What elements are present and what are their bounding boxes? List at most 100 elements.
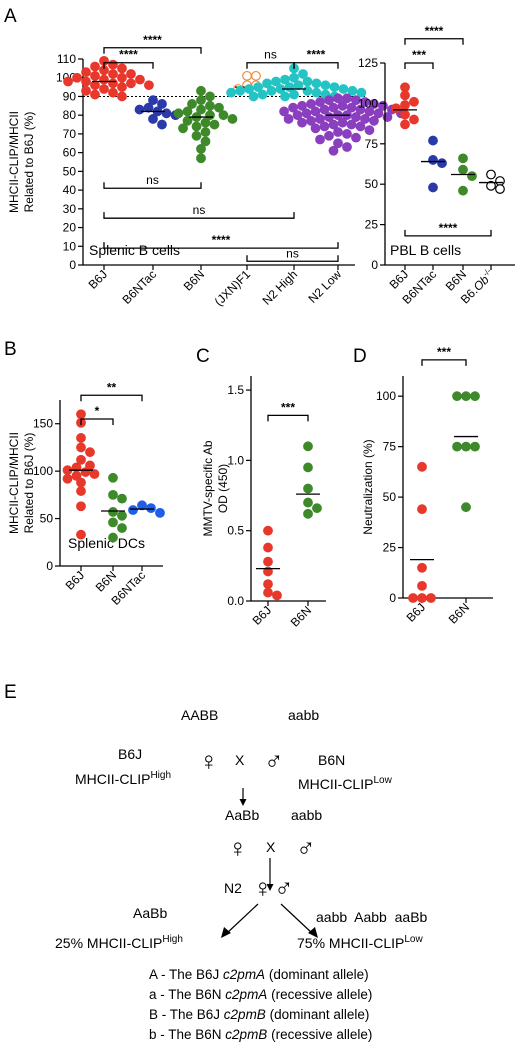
data-point <box>347 85 358 96</box>
cross-symbol-f1: X <box>266 839 276 855</box>
significance-label: **** <box>425 24 444 38</box>
significance-label: **** <box>307 48 326 62</box>
data-point <box>461 441 471 452</box>
data-point <box>310 123 321 134</box>
data-point <box>266 85 277 96</box>
data-point <box>342 142 352 152</box>
allele-legend-line: A - The B6J c2pmA (dominant allele) <box>149 967 369 982</box>
data-point <box>90 70 100 81</box>
data-point <box>458 185 468 196</box>
data-point <box>351 95 361 106</box>
y-axis-label: MMTV-specific Ab <box>201 440 215 536</box>
y-axis-label: Related to B6J (%) <box>22 433 36 534</box>
data-point <box>303 483 313 494</box>
data-point <box>191 121 202 132</box>
data-point <box>108 59 118 70</box>
allele-legend-line: a - The B6N c2pmA (recessive allele) <box>149 987 372 1002</box>
y-tick-label: 80 <box>63 108 77 122</box>
f1-male-genotype: aabb <box>291 807 322 823</box>
y-tick-label: 100 <box>358 96 378 110</box>
significance-label: **** <box>212 233 231 247</box>
data-point <box>409 96 419 107</box>
data-point <box>417 461 427 472</box>
significance-bracket <box>103 212 295 219</box>
data-point <box>360 114 370 124</box>
x-tick-label: B6N <box>446 600 472 626</box>
significance-bracket <box>404 38 464 45</box>
y-tick-label: 0.5 <box>227 524 244 538</box>
data-point <box>470 391 480 402</box>
y-tick-label: 50 <box>40 512 54 526</box>
data-point <box>337 117 348 128</box>
data-point <box>311 87 322 98</box>
data-point <box>71 470 82 481</box>
data-point <box>76 477 86 488</box>
data-point <box>289 72 299 83</box>
data-point <box>338 84 349 94</box>
p1-male-genotype: aabb <box>288 707 319 723</box>
data-point <box>196 143 206 154</box>
data-point <box>303 497 313 508</box>
male-symbol-f1-icon: ♂ <box>296 833 316 863</box>
y-tick-label: 40 <box>63 183 77 197</box>
data-point <box>253 82 263 92</box>
data-point <box>90 61 100 72</box>
data-point <box>417 593 427 603</box>
significance-label: ** <box>107 380 117 394</box>
data-point <box>461 502 471 513</box>
allele-legend: A - The B6J c2pmA (dominant allele) a - T… <box>149 967 372 1042</box>
data-point <box>117 63 127 74</box>
significance-label: *** <box>281 400 295 414</box>
p1-female-phenotype: MHCII-CLIPHigh <box>75 770 171 787</box>
data-point <box>108 78 118 89</box>
female-symbol-icon: ♀ <box>199 746 219 776</box>
x-tick-label: B6NTac <box>120 267 160 307</box>
arrowhead-p1-f1 <box>239 799 247 806</box>
x-tick-label: B6J <box>86 267 111 292</box>
data-point <box>311 78 322 89</box>
arrow-n2-right <box>280 903 314 935</box>
significance-bracket <box>421 359 467 366</box>
data-point <box>178 123 188 134</box>
significance-bracket <box>103 242 339 249</box>
data-point <box>467 171 477 182</box>
data-point <box>76 454 86 465</box>
data-point <box>99 74 109 85</box>
data-point <box>458 164 468 175</box>
x-tick-label: N2 High <box>260 267 301 308</box>
data-point <box>76 442 86 453</box>
x-tick-label: N2 Low <box>305 267 344 306</box>
data-point <box>137 500 147 511</box>
data-point <box>328 119 339 130</box>
y-tick-label: 20 <box>63 221 77 235</box>
significance-label: **** <box>143 33 162 47</box>
data-point <box>297 117 307 128</box>
y-tick-label: 0 <box>371 258 378 272</box>
data-point <box>452 391 462 402</box>
significance-label: *** <box>437 345 451 359</box>
data-point <box>144 80 154 91</box>
y-tick-label: 50 <box>383 490 397 504</box>
data-point <box>461 391 471 402</box>
data-point <box>117 523 127 533</box>
data-point <box>428 155 438 165</box>
x-tick-label: B6N <box>181 267 207 293</box>
allele-legend-line: b - The B6N c2pmB (recessive allele) <box>149 1027 372 1042</box>
data-point <box>417 504 427 515</box>
data-point <box>306 115 316 126</box>
y-tick-label: 110 <box>57 52 76 66</box>
n2-label: N2 <box>224 880 242 896</box>
data-point <box>262 78 272 89</box>
data-point <box>312 503 322 514</box>
y-tick-label: 0 <box>46 559 53 573</box>
data-point <box>244 84 254 94</box>
p1-male-phenotype: MHCII-CLIPLow <box>298 775 393 792</box>
data-point <box>263 587 273 598</box>
data-point <box>346 102 357 113</box>
chart-c: 0.0 0.5 1.0 1.5 B6J B6N MMTV-specific Ab OD (45… <box>201 376 326 630</box>
data-point <box>143 102 154 113</box>
data-point <box>76 486 86 496</box>
data-point <box>90 89 100 100</box>
data-point <box>369 115 379 126</box>
data-point <box>90 80 100 91</box>
